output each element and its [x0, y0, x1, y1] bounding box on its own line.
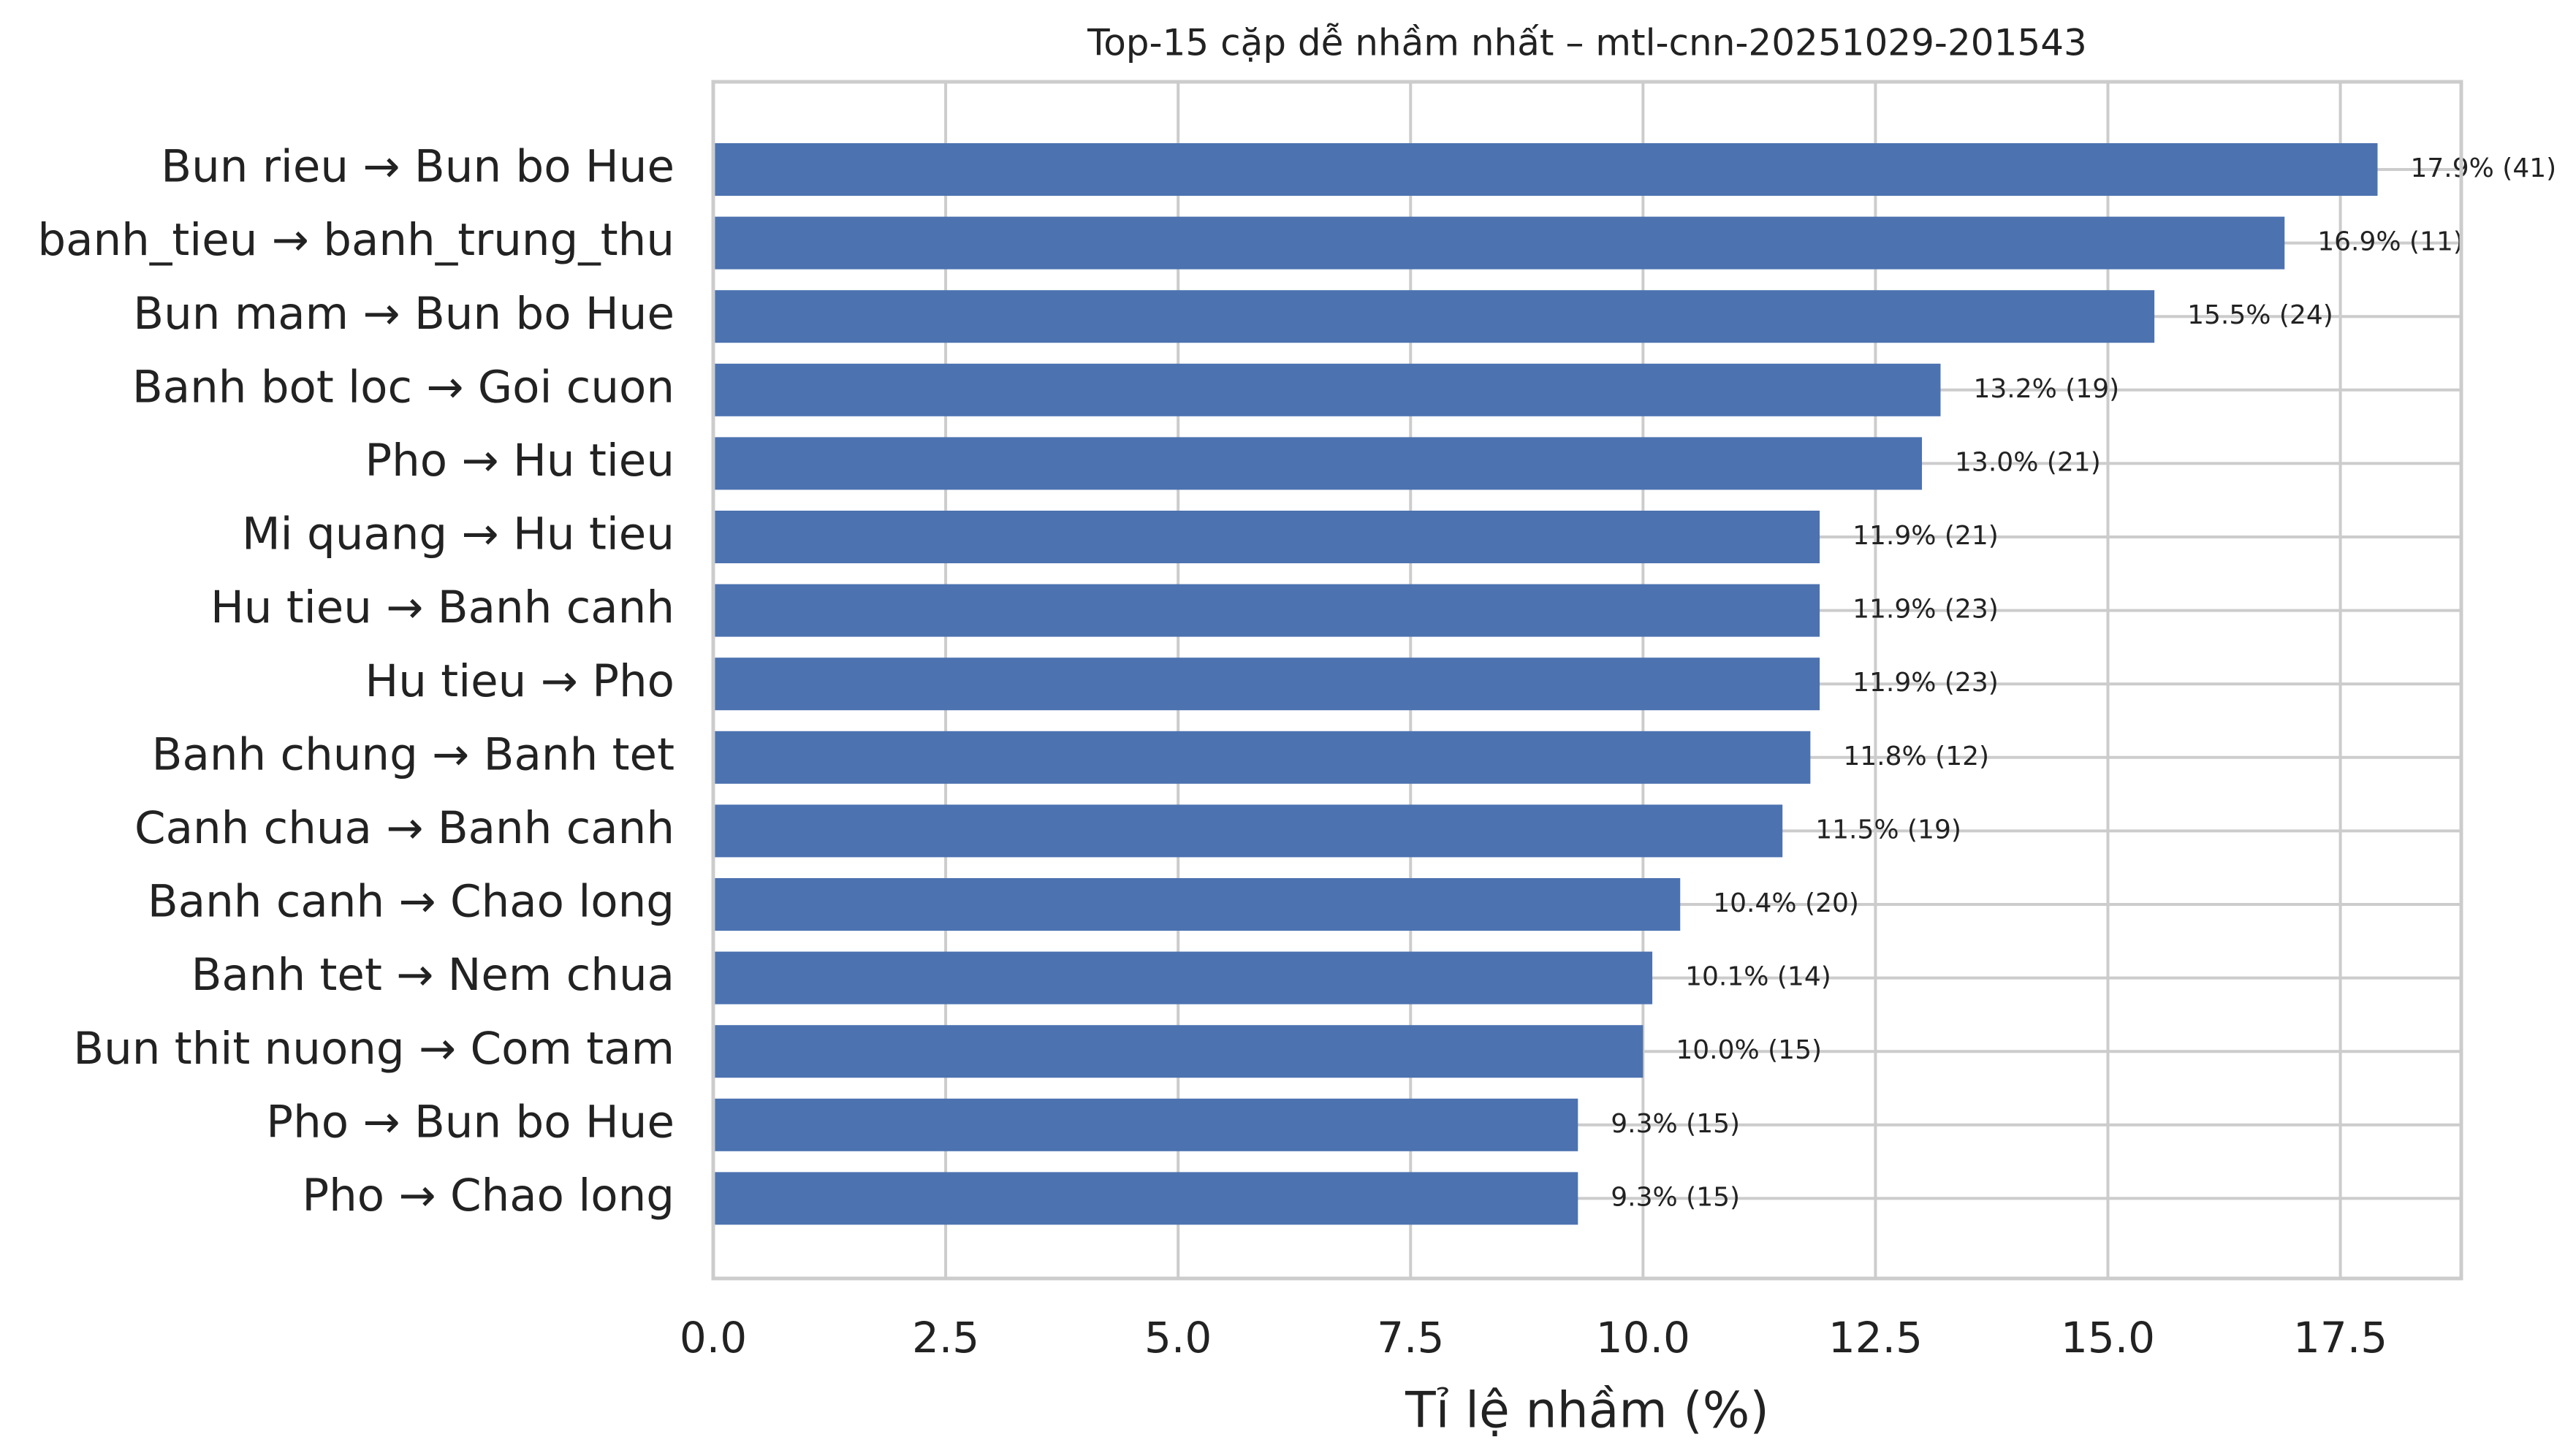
x-tick-label: 10.0: [1596, 1313, 1690, 1362]
bar: [713, 363, 1941, 416]
bar: [713, 1098, 1578, 1151]
y-tick-label: Mi quang → Hu tieu: [242, 508, 674, 560]
y-tick-label: Hu tieu → Banh canh: [210, 582, 674, 633]
x-tick-label: 0.0: [680, 1313, 747, 1362]
y-tick-label: Bun mam → Bun bo Hue: [133, 288, 674, 340]
bar: [713, 290, 2155, 343]
bar: [713, 216, 2285, 270]
value-label: 11.5% (19): [1815, 815, 1961, 845]
chart-title: Top-15 cặp dễ nhầm nhất – mtl-cnn-202510…: [1087, 22, 2087, 64]
y-tick-label: Banh tet → Nem chua: [191, 949, 674, 1001]
y-tick-label: Pho → Hu tieu: [365, 435, 674, 487]
x-tick-label: 17.5: [2293, 1313, 2387, 1362]
y-tick-label: Banh chung → Banh tet: [152, 728, 674, 780]
y-tick-label: Canh chua → Banh canh: [134, 802, 674, 854]
bar: [713, 951, 1653, 1005]
x-tick-label: 2.5: [912, 1313, 979, 1362]
value-label: 11.9% (23): [1852, 668, 1999, 698]
value-label: 9.3% (15): [1611, 1109, 1740, 1139]
x-tick-label: 15.0: [2061, 1313, 2155, 1362]
plot-frame: [711, 80, 2463, 1281]
y-tick-label: Bun thit nuong → Com tam: [73, 1023, 674, 1075]
y-tick-label: Hu tieu → Pho: [365, 655, 674, 707]
y-tick-label: Banh canh → Chao long: [148, 876, 674, 928]
value-label: 10.1% (14): [1685, 962, 1831, 992]
value-label: 10.0% (15): [1676, 1035, 1822, 1065]
x-axis-label: Tỉ lệ nhầm (%): [1405, 1382, 1769, 1440]
value-label: 17.9% (41): [2410, 153, 2556, 183]
y-tick-label: Pho → Chao long: [302, 1170, 674, 1221]
value-label: 15.5% (24): [2187, 300, 2333, 330]
y-tick-label: Bun rieu → Bun bo Hue: [161, 141, 674, 193]
value-label: 10.4% (20): [1713, 888, 1859, 918]
x-tick-label: 7.5: [1377, 1313, 1444, 1362]
bar: [713, 658, 1820, 711]
bar: [713, 804, 1783, 858]
y-tick-label: Banh bot loc → Goi cuon: [132, 361, 674, 413]
value-label: 13.2% (19): [1973, 374, 2119, 404]
bar: [713, 437, 1923, 490]
value-label: 16.9% (11): [2317, 227, 2463, 257]
value-label: 11.8% (12): [1843, 742, 1989, 771]
x-tick-label: 5.0: [1144, 1313, 1212, 1362]
bar: [713, 143, 2378, 196]
value-label: 11.9% (21): [1852, 521, 1999, 551]
y-tick-label: banh_tieu → banh_trung_thu: [37, 214, 674, 266]
value-label: 13.0% (21): [1955, 447, 2101, 477]
bar: [713, 1025, 1644, 1078]
x-tick-label: 12.5: [1828, 1313, 1923, 1362]
bar: [713, 731, 1811, 784]
bar: [713, 878, 1681, 931]
value-label: 11.9% (23): [1852, 595, 1999, 625]
y-tick-label: Pho → Bun bo Hue: [266, 1096, 674, 1148]
value-label: 9.3% (15): [1611, 1182, 1740, 1212]
bar: [713, 584, 1820, 637]
bar: [713, 1172, 1578, 1225]
bar: [713, 511, 1820, 563]
